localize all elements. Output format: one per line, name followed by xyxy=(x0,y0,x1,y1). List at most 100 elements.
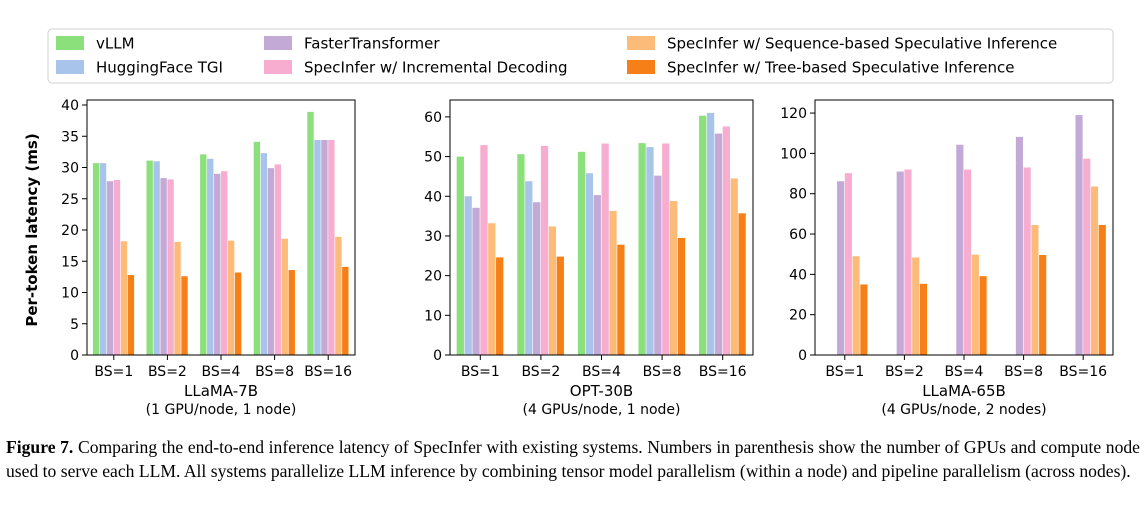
figure-caption: Figure 7. Comparing the end-to-end infer… xyxy=(6,436,1140,483)
bar xyxy=(699,115,707,356)
axes-frame xyxy=(814,99,1114,356)
bar xyxy=(120,241,128,355)
bar xyxy=(669,201,678,355)
bar xyxy=(971,254,979,355)
y-tick-label: 40 xyxy=(424,189,442,205)
bar xyxy=(488,223,496,355)
bar xyxy=(221,171,228,355)
y-tick-label: 120 xyxy=(780,106,807,122)
y-tick-label: 40 xyxy=(789,267,807,283)
bar xyxy=(234,272,242,355)
bar xyxy=(956,144,964,355)
bar xyxy=(738,213,746,355)
legend-item: FasterTransformer xyxy=(264,35,440,53)
bar xyxy=(342,266,349,356)
bar xyxy=(617,244,625,355)
bar xyxy=(260,153,268,355)
bar xyxy=(662,143,670,355)
bar xyxy=(267,168,274,355)
panel-subtitle: (4 GPUs/node, 1 node) xyxy=(523,402,681,418)
y-tick-label: 100 xyxy=(780,146,807,162)
bar xyxy=(1090,186,1099,355)
bar xyxy=(146,160,153,355)
bar xyxy=(585,173,594,355)
bar xyxy=(181,276,188,355)
bar xyxy=(601,143,609,355)
y-tick-label: 20 xyxy=(61,223,79,239)
axes-frame xyxy=(86,99,356,356)
y-tick-label: 25 xyxy=(61,192,79,208)
x-tick-label: BS=4 xyxy=(582,364,621,380)
bar xyxy=(722,126,730,356)
legend-swatch xyxy=(56,36,84,50)
y-tick-label: 60 xyxy=(789,227,807,243)
y-tick-label: 50 xyxy=(424,150,442,166)
caption-label: Figure 7. xyxy=(6,437,74,457)
legend-swatch xyxy=(264,36,292,50)
y-tick-label: 10 xyxy=(61,286,79,302)
panel-title: LLaMA-65B xyxy=(922,382,1006,400)
bar xyxy=(214,173,221,355)
bar xyxy=(207,158,214,355)
x-tick-label: BS=4 xyxy=(945,364,984,380)
bar xyxy=(979,276,987,355)
bar xyxy=(919,283,928,355)
bar xyxy=(1083,158,1091,355)
legend-label: vLLM xyxy=(96,35,135,53)
bar xyxy=(548,226,557,355)
bar xyxy=(577,151,586,355)
y-tick-label: 20 xyxy=(789,308,807,324)
legend-label: SpecInfer w/ Incremental Decoding xyxy=(304,59,568,77)
legend-swatch xyxy=(264,60,292,74)
bar xyxy=(480,145,488,355)
x-tick-label: BS=16 xyxy=(699,364,747,380)
bar xyxy=(654,175,662,355)
legend-label: HuggingFace TGI xyxy=(96,59,223,77)
legend-label: SpecInfer w/ Tree-based Speculative Infe… xyxy=(667,59,1015,77)
bar xyxy=(1031,224,1039,355)
y-tick-label: 40 xyxy=(61,98,79,114)
legend-item: SpecInfer w/ Incremental Decoding xyxy=(264,59,568,77)
bar xyxy=(472,207,480,355)
legend-item: SpecInfer w/ Tree-based Speculative Infe… xyxy=(627,59,1015,77)
x-tick-label: BS=8 xyxy=(1004,364,1043,380)
chart-panel-1: 0 5 10 15 20 25 30 35 40 BS=1 BS=2 BS=4 BS=8 BS=16 LLa… xyxy=(61,98,356,418)
y-tick-label: 35 xyxy=(61,129,79,145)
x-tick-label: BS=8 xyxy=(643,364,682,380)
bar xyxy=(517,154,525,355)
bar xyxy=(227,240,235,356)
bar xyxy=(609,210,617,355)
bar xyxy=(593,195,601,355)
y-tick-label: 15 xyxy=(61,254,79,270)
legend-swatch xyxy=(627,36,655,50)
bar xyxy=(556,256,564,355)
bar xyxy=(677,237,686,355)
bar xyxy=(321,140,328,355)
chart-panel-3: 0 20 40 60 80 100 120 BS=1 BS=2 BS=4 BS=8 BS=16 LLaM… xyxy=(780,99,1114,418)
bar xyxy=(274,164,281,356)
legend-swatch xyxy=(627,60,655,74)
legend-item: SpecInfer w/ Sequence-based Speculative … xyxy=(627,35,1057,53)
legend-label: SpecInfer w/ Sequence-based Speculative … xyxy=(667,35,1057,53)
bar xyxy=(714,133,723,355)
bar xyxy=(200,154,207,356)
x-tick-label: BS=4 xyxy=(202,364,241,380)
bar xyxy=(113,180,121,355)
bar xyxy=(456,156,464,355)
bar xyxy=(837,181,845,355)
bar xyxy=(160,178,167,356)
bar xyxy=(533,202,541,355)
y-tick-label: 20 xyxy=(424,269,442,285)
x-tick-label: BS=1 xyxy=(461,364,500,380)
bar xyxy=(167,179,174,356)
bar xyxy=(314,140,321,355)
legend-label: FasterTransformer xyxy=(304,35,440,53)
bar xyxy=(99,163,107,356)
figure-7-chart: vLLM HuggingFace TGI FasterTransformer Spec… xyxy=(23,28,1114,418)
y-axis-title: Per-token latency (ms) xyxy=(23,133,41,326)
bar xyxy=(328,140,335,355)
caption-text: Comparing the end-to-end inference laten… xyxy=(6,437,1140,481)
legend-item: vLLM xyxy=(56,35,135,53)
x-tick-label: BS=1 xyxy=(94,364,133,380)
y-tick-label: 30 xyxy=(424,229,442,245)
